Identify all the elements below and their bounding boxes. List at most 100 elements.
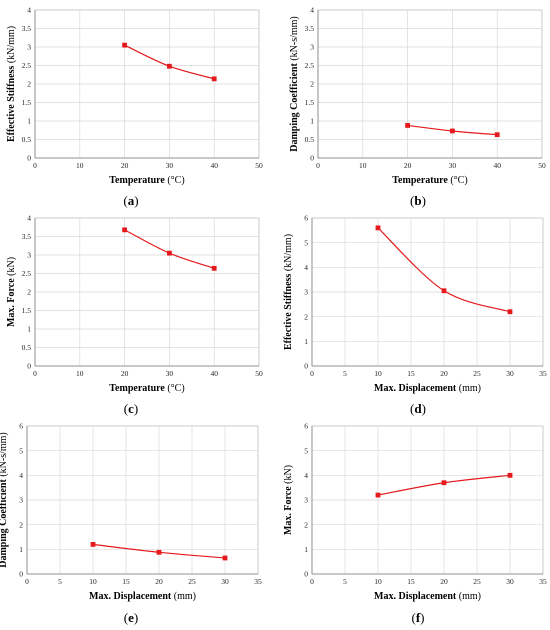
x-axis-label: Temperature (°C) <box>109 383 184 394</box>
x-tick-label: 20 <box>121 161 129 170</box>
x-tick-label: 0 <box>310 369 314 378</box>
x-tick-label: 50 <box>255 369 263 378</box>
x-tick-label: 15 <box>407 577 415 586</box>
y-axis-label-main: Effective Stiffness <box>283 274 294 350</box>
y-tick-label: 1.5 <box>22 98 32 107</box>
y-tick-label: 0 <box>310 154 314 163</box>
panel-letter: b <box>414 193 421 208</box>
panel-label: (d) <box>410 401 426 416</box>
x-tick-label: 0 <box>33 161 37 170</box>
x-axis-label: Max. Displacement (mm) <box>89 591 196 602</box>
data-point <box>222 555 228 561</box>
y-tick-label: 5 <box>19 446 23 455</box>
y-tick-label: 2.5 <box>22 269 32 278</box>
x-axis-label: Temperature (°C) <box>392 175 467 186</box>
y-axis-label: Max. Force (kN) <box>283 465 294 535</box>
panel-label: (c) <box>124 401 138 416</box>
x-tick-label: 0 <box>310 577 314 586</box>
y-tick-label: 2 <box>27 288 31 297</box>
y-tick-label: 0.5 <box>305 135 315 144</box>
panel-letter: a <box>128 193 135 208</box>
panel-letter: c <box>128 401 134 416</box>
y-tick-label: 3 <box>27 251 31 260</box>
data-point <box>211 265 217 271</box>
y-tick-label: 1.5 <box>305 98 315 107</box>
x-tick-label: 10 <box>359 161 367 170</box>
y-tick-label: 2 <box>27 80 31 89</box>
data-point <box>122 42 127 48</box>
x-axis-label-main: Max. Displacement <box>374 383 457 394</box>
x-axis-label-main: Temperature <box>109 383 165 394</box>
y-tick-label: 1 <box>304 337 308 346</box>
y-tick-label: 0 <box>304 570 308 579</box>
y-tick-label: 3 <box>19 496 23 505</box>
panel-letter: f <box>416 610 421 625</box>
x-axis-label-main: Temperature <box>109 175 165 186</box>
y-tick-label: 1.5 <box>22 306 32 315</box>
x-tick-label: 15 <box>122 577 130 586</box>
y-tick-label: 5 <box>304 446 308 455</box>
x-axis-label-unit: (°C) <box>448 175 468 186</box>
data-point <box>156 549 162 555</box>
y-tick-label: 2.5 <box>22 61 32 70</box>
x-tick-label: 25 <box>473 577 481 586</box>
y-axis-label-main: Effective Stiffness <box>6 66 17 142</box>
x-tick-label: 30 <box>506 577 514 586</box>
data-point <box>494 132 500 138</box>
y-tick-label: 4 <box>19 471 23 480</box>
x-tick-label: 10 <box>374 577 382 586</box>
data-point <box>167 63 172 69</box>
data-point <box>167 250 172 256</box>
x-axis-label-unit: (°C) <box>165 175 185 186</box>
y-axis-label-unit: (kN) <box>6 257 17 278</box>
x-tick-label: 40 <box>210 161 218 170</box>
chart-panel-e: 0 1 2 3 4 5 6 0 5 10 15 20 25 30 35 Max. Displacement (… <box>0 422 262 625</box>
y-axis-label: Effective Stiffness (kN/mm) <box>283 234 294 350</box>
y-tick-label: 0 <box>19 570 23 579</box>
x-axis-label: Max. Displacement (mm) <box>374 591 481 602</box>
x-tick-label: 0 <box>316 161 320 170</box>
y-axis-label: Max. Force (kN) <box>6 257 17 327</box>
x-tick-label: 20 <box>404 161 412 170</box>
y-tick-label: 1 <box>19 545 23 554</box>
y-tick-label: 3 <box>304 496 308 505</box>
y-tick-label: 4 <box>304 263 308 272</box>
x-tick-label: 35 <box>254 577 262 586</box>
x-tick-label: 30 <box>506 369 514 378</box>
y-tick-label: 0.5 <box>22 135 32 144</box>
x-tick-label: 10 <box>374 369 382 378</box>
data-point <box>450 128 455 134</box>
y-axis-label-main: Max. Force <box>6 278 17 327</box>
x-tick-label: 50 <box>538 161 546 170</box>
data-point <box>211 76 217 82</box>
x-tick-label: 35 <box>539 369 547 378</box>
y-tick-label: 4 <box>27 6 31 15</box>
y-tick-label: 0 <box>27 154 31 163</box>
y-tick-label: 2.5 <box>305 61 315 70</box>
data-point <box>507 309 513 315</box>
x-axis-label: Max. Displacement (mm) <box>374 383 481 394</box>
y-tick-label: 3 <box>27 43 31 52</box>
panel-label: (f) <box>411 610 424 625</box>
y-tick-label: 3.5 <box>305 24 315 33</box>
y-tick-label: 6 <box>19 422 23 431</box>
chart-panel-c: 00.511.522.533.540 10 20 30 40 50Temperature … <box>6 214 263 416</box>
y-tick-label: 3 <box>304 288 308 297</box>
x-tick-label: 5 <box>58 577 62 586</box>
x-tick-label: 20 <box>440 577 448 586</box>
x-tick-label: 20 <box>155 577 163 586</box>
x-axis-label-main: Max. Displacement <box>374 591 457 602</box>
y-axis-label: Effective Stiffness (kN/mm) <box>6 26 17 142</box>
y-axis-label-main: Damping Coefficient <box>289 63 300 152</box>
y-tick-label: 0.5 <box>22 343 32 352</box>
x-tick-label: 20 <box>121 369 129 378</box>
y-tick-label: 2 <box>19 520 23 529</box>
y-tick-label: 6 <box>304 214 308 223</box>
x-axis-label-main: Max. Displacement <box>89 591 172 602</box>
x-tick-label: 30 <box>166 161 174 170</box>
y-axis-label: Damping Coefficient (kN-s/mm) <box>289 16 300 152</box>
y-tick-label: 1 <box>27 325 31 334</box>
y-tick-label: 1 <box>304 545 308 554</box>
x-tick-label: 35 <box>539 577 547 586</box>
x-tick-label: 40 <box>210 369 218 378</box>
